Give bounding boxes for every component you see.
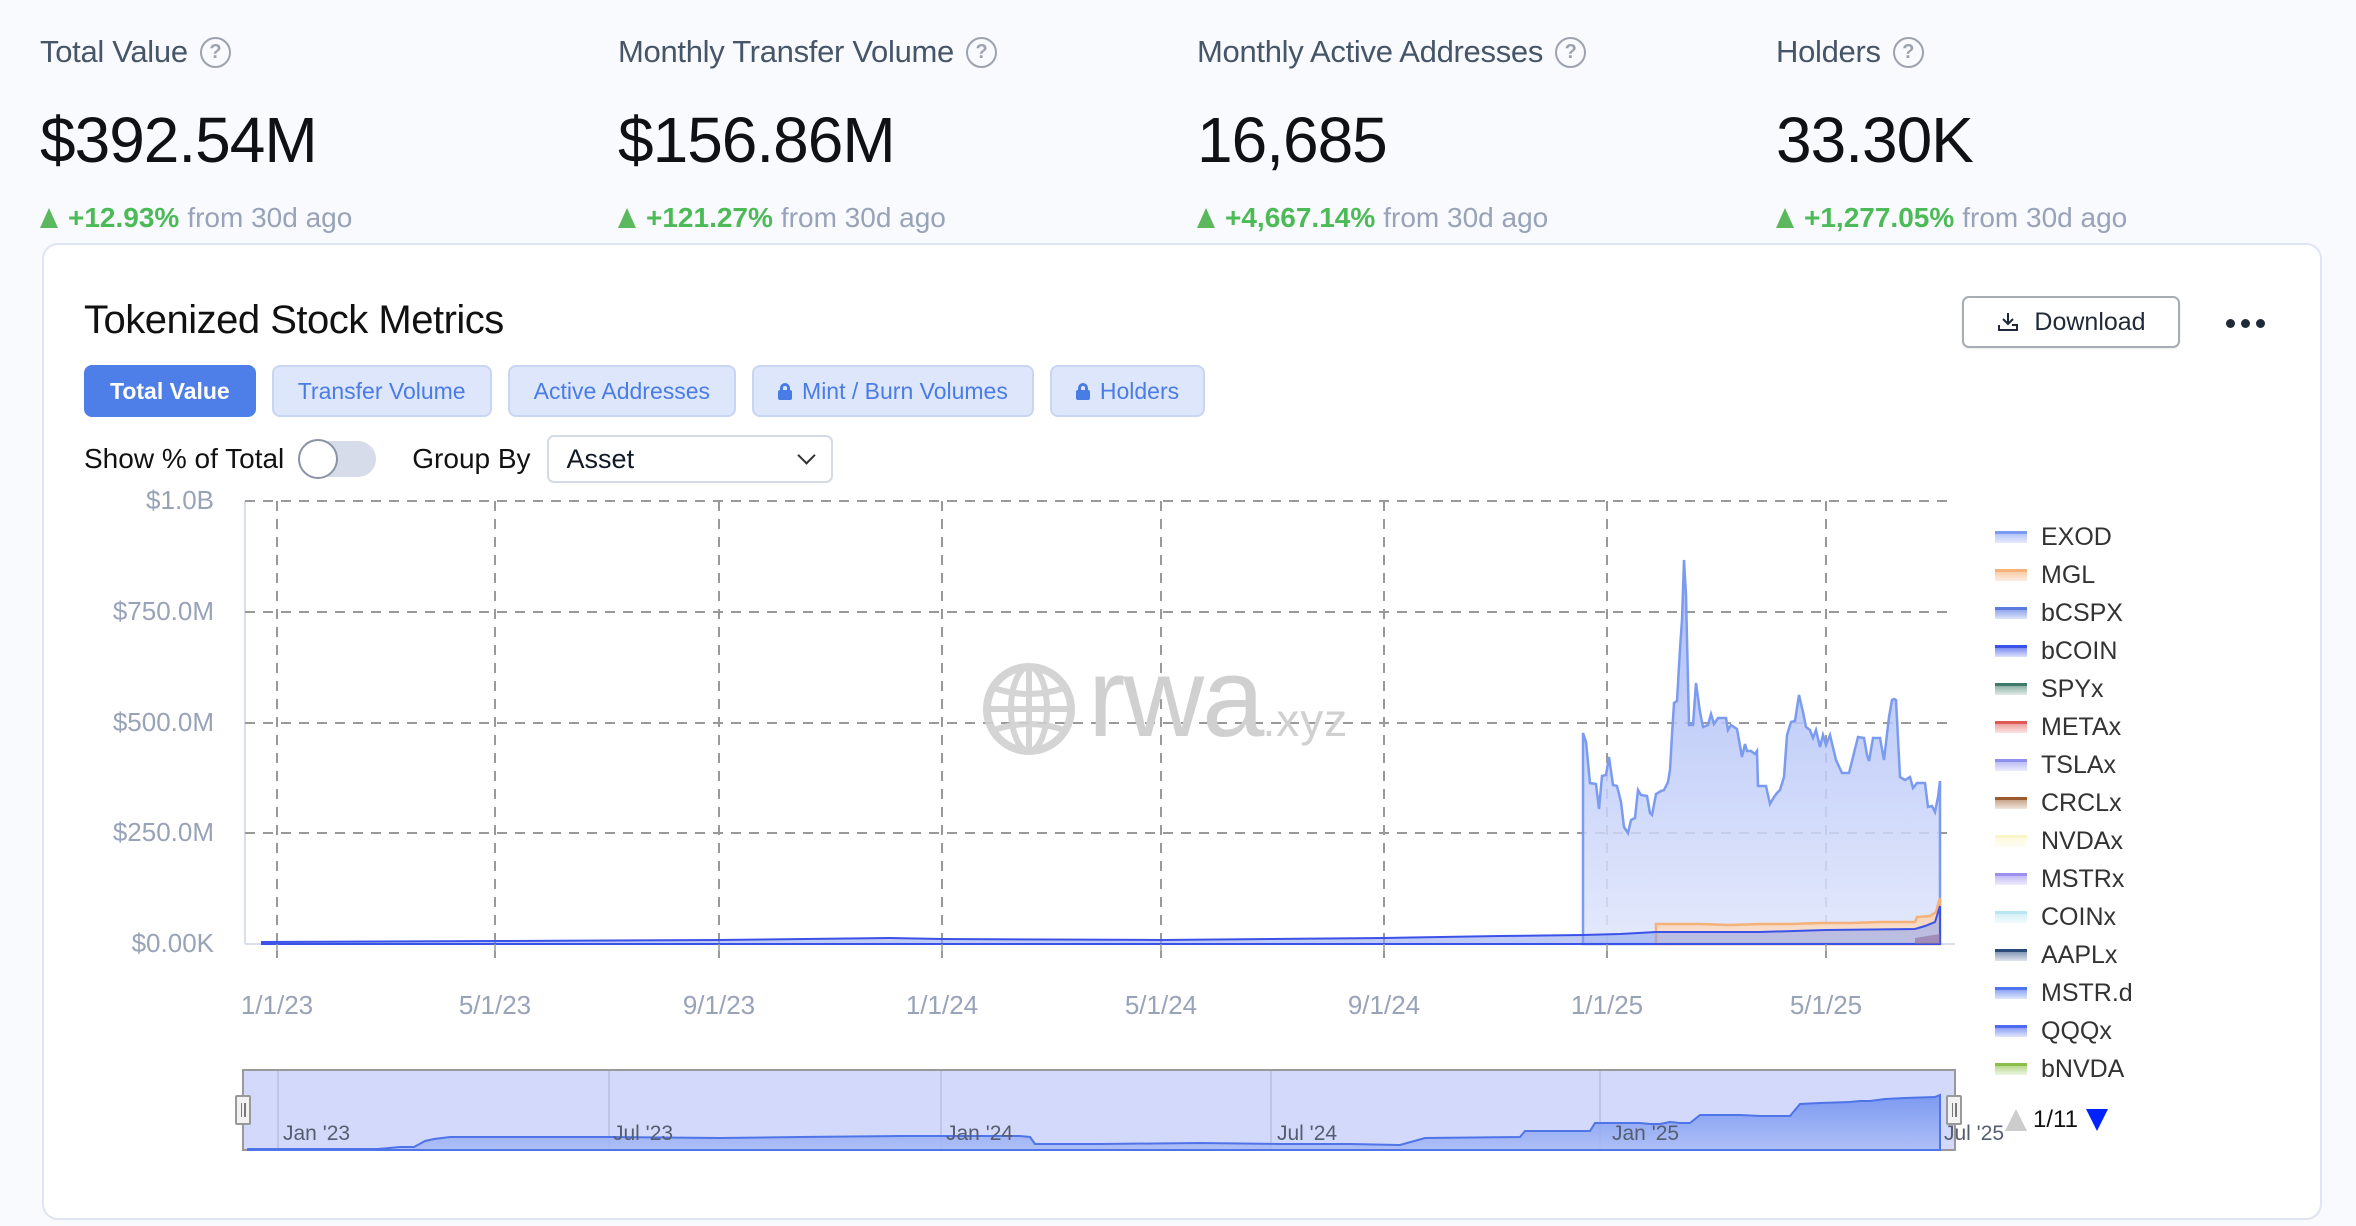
group-by-value: Asset <box>566 443 635 474</box>
tab-label: Holders <box>1099 377 1180 404</box>
tab-label: Active Addresses <box>533 377 711 404</box>
triangle-up-icon <box>1776 208 1794 228</box>
help-icon[interactable]: ? <box>199 36 231 68</box>
toggle-knob <box>298 439 339 479</box>
navigator-left-handle[interactable] <box>235 1095 251 1125</box>
lock-icon <box>778 382 793 400</box>
tab-total-value[interactable]: Total Value <box>84 365 256 417</box>
help-icon[interactable]: ? <box>1892 36 1924 68</box>
stat-total-value: Total Value? $392.54M +12.93% from 30d ag… <box>40 30 600 234</box>
stat-label: Holders <box>1776 34 1881 69</box>
tab-mint-burn-volumes[interactable]: Mint / Burn Volumes <box>752 365 1034 417</box>
triangle-up-icon <box>618 208 636 228</box>
group-by-select[interactable]: Asset <box>546 435 833 483</box>
stat-value: 33.30K <box>1776 104 1974 176</box>
more-options-button[interactable] <box>2226 305 2265 341</box>
more-horizontal-icon <box>2226 318 2235 328</box>
stat-label: Monthly Transfer Volume <box>618 34 954 69</box>
help-icon[interactable]: ? <box>965 36 997 68</box>
triangle-up-icon <box>1197 208 1215 228</box>
tab-label: Transfer Volume <box>297 377 466 404</box>
stat-delta-suffix: from 30d ago <box>1383 202 1549 233</box>
show-pct-toggle[interactable] <box>298 439 377 479</box>
stat-monthly-active-addresses: Monthly Active Addresses? 16,685 +4,667.… <box>1197 30 1757 234</box>
stat-delta-suffix: from 30d ago <box>780 202 946 233</box>
stat-delta: +121.27% <box>646 202 773 233</box>
help-icon[interactable]: ? <box>1555 36 1587 68</box>
group-by-label: Group By <box>412 443 531 474</box>
show-pct-label: Show % of Total <box>84 443 285 474</box>
tab-label: Total Value <box>110 377 230 404</box>
stat-delta-suffix: from 30d ago <box>1962 202 2128 233</box>
chart-controls: Show % of Total Group By Asset <box>84 434 833 484</box>
metrics-card: Tokenized Stock Metrics Download Total V… <box>42 243 2322 1220</box>
triangle-down-icon[interactable] <box>2085 1109 2108 1131</box>
stat-value: $156.86M <box>618 104 896 176</box>
metric-tabs: Total Value Transfer Volume Active Addre… <box>84 365 1206 417</box>
stat-delta: +1,277.05% <box>1804 202 1955 233</box>
stat-holders: Holders? 33.30K +1,277.05% from 30d ago <box>1776 30 2336 234</box>
stat-label: Monthly Active Addresses <box>1197 34 1544 69</box>
stat-value: $392.54M <box>40 104 318 176</box>
stat-monthly-transfer-volume: Monthly Transfer Volume? $156.86M +121.2… <box>618 30 1178 234</box>
stat-delta: +4,667.14% <box>1225 202 1376 233</box>
stat-label: Total Value <box>40 34 188 69</box>
lock-icon <box>1075 382 1090 400</box>
download-icon <box>1998 313 2019 331</box>
download-label: Download <box>2034 307 2146 336</box>
download-button[interactable]: Download <box>1962 296 2180 348</box>
tab-active-addresses[interactable]: Active Addresses <box>507 365 737 417</box>
tab-holders[interactable]: Holders <box>1049 365 1206 417</box>
tab-label: Mint / Burn Volumes <box>802 377 1008 404</box>
stat-delta-suffix: from 30d ago <box>187 202 353 233</box>
stat-delta: +12.93% <box>68 202 180 233</box>
chevron-down-icon <box>796 445 816 465</box>
navigator-right-handle[interactable] <box>1946 1095 1962 1125</box>
triangle-up-icon[interactable] <box>2005 1109 2027 1131</box>
stat-value: 16,685 <box>1197 104 1388 176</box>
tab-transfer-volume[interactable]: Transfer Volume <box>271 365 492 417</box>
card-title: Tokenized Stock Metrics <box>84 298 504 342</box>
triangle-up-icon <box>40 208 58 228</box>
